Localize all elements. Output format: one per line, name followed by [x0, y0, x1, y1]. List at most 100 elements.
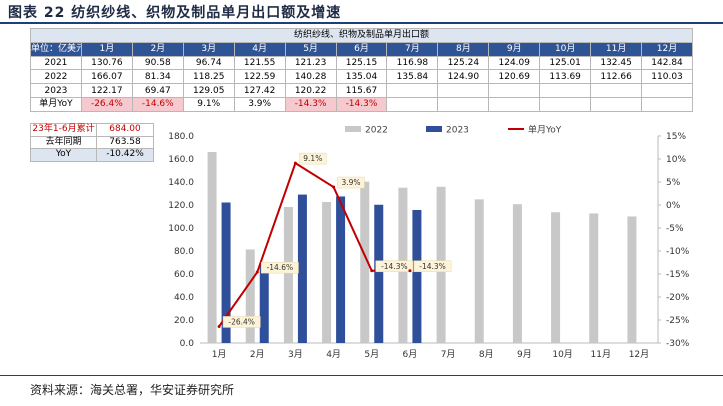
table-cell: 81.34	[131, 69, 184, 85]
table-cell: 132.45	[590, 55, 643, 71]
legend-swatch-2022	[345, 126, 361, 132]
table-cell: 124.09	[488, 55, 541, 71]
right-axis-tick-label: -10%	[666, 247, 690, 257]
table-cell: 118.25	[182, 69, 235, 85]
summary-row-prev: 去年同期 763.58	[30, 135, 154, 149]
right-axis-tick-label: -25%	[666, 316, 690, 326]
table-cell: 135.04	[335, 69, 388, 85]
table-cell: 140.28	[284, 69, 337, 85]
line-point	[255, 270, 259, 274]
legend-swatch-2023	[426, 126, 442, 132]
line-point	[332, 185, 336, 189]
table-month-header: 10月	[539, 41, 592, 57]
bar-2023-2月	[259, 263, 269, 343]
table-cell	[437, 96, 490, 112]
table-cell: 125.01	[539, 55, 592, 71]
left-axis-tick-label: 100.0	[168, 224, 194, 234]
bar-2022-1月	[207, 152, 217, 343]
right-axis-tick-label: -30%	[666, 339, 690, 349]
table-cell: 112.66	[590, 69, 643, 85]
table-cell: 166.07	[80, 69, 133, 85]
table-month-header: 9月	[488, 41, 541, 57]
data-label-box	[337, 176, 365, 189]
legend-label-2023: 2023	[446, 126, 469, 136]
data-label: -26.4%	[228, 317, 255, 326]
table-cell: 113.69	[539, 69, 592, 85]
right-axis-tick-label: 15%	[666, 132, 686, 142]
table-cell	[488, 83, 541, 98]
table-cell: 135.84	[386, 69, 439, 85]
bar-2023-6月	[412, 209, 422, 343]
table-cell: -14.3%	[284, 96, 337, 112]
line-point	[370, 269, 374, 273]
summary-yoy-value: -10.42%	[96, 148, 154, 162]
summary-row-accum: 23年1-6月累计 684.00	[30, 123, 154, 137]
table-cell: 142.84	[641, 55, 693, 71]
monthly-export-table: 纺织纱线、织物及制品单月出口额 单位：亿美元 1月 2月 3月 4月 5月 6月 7月 8月 9月 1…	[30, 28, 693, 112]
table-cell	[437, 83, 490, 98]
data-label-box	[261, 261, 299, 274]
x-axis-tick-label: 11月	[591, 349, 611, 360]
bar-2022-12月	[627, 216, 637, 343]
table-cell: -14.3%	[335, 96, 388, 112]
right-axis-tick-label: -5%	[666, 224, 684, 234]
legend-label-单月YoY: 单月YoY	[528, 124, 562, 136]
left-axis-tick-label: 40.0	[174, 293, 194, 303]
table-cell: 122.59	[233, 69, 286, 85]
data-label-box	[375, 260, 414, 273]
table-cell: 122.17	[80, 83, 133, 98]
table-header-row: 单位：亿美元 1月 2月 3月 4月 5月 6月 7月 8月 9月 10月 11月 12月	[30, 41, 693, 57]
table-cell	[539, 83, 592, 98]
bar-2022-11月	[589, 213, 599, 343]
left-axis-tick-label: 120.0	[168, 201, 194, 211]
table-cell: 96.74	[182, 55, 235, 71]
left-axis-tick-label: 0.0	[180, 339, 195, 349]
bottom-rule	[0, 375, 723, 376]
table-cell	[641, 96, 693, 112]
table-month-header: 6月	[335, 41, 388, 57]
table-month-header: 2月	[131, 41, 184, 57]
table-month-header: 5月	[284, 41, 337, 57]
table-row: 2022 166.07 81.34 118.25 122.59 140.28 135.04 1…	[30, 69, 693, 85]
data-label: 3.9%	[341, 178, 360, 187]
x-axis-tick-label: 9月	[517, 349, 532, 360]
table-cell: 120.22	[284, 83, 337, 98]
table-month-header: 12月	[641, 41, 693, 57]
left-axis-tick-label: 80.0	[174, 247, 194, 257]
data-label: -14.3%	[419, 262, 446, 271]
x-axis-tick-label: 12月	[629, 349, 649, 360]
x-axis-tick-label: 10月	[552, 349, 572, 360]
table-caption: 纺织纱线、织物及制品单月出口额	[30, 28, 693, 43]
table-cell: 116.98	[386, 55, 439, 71]
table-cell: 127.42	[233, 83, 286, 98]
right-axis-tick-label: 5%	[666, 178, 681, 188]
left-axis-tick-label: 160.0	[168, 155, 194, 165]
bar-2022-4月	[322, 202, 332, 343]
right-axis-tick-label: -20%	[666, 293, 690, 303]
x-axis-tick-label: 4月	[326, 349, 341, 360]
figure-title: 图表 22 纺织纱线、织物及制品单月出口额及增速	[8, 5, 342, 21]
bar-2023-5月	[374, 204, 384, 343]
table-cell	[590, 83, 643, 98]
bar-2022-10月	[551, 212, 561, 343]
table-cell: 129.05	[182, 83, 235, 98]
table-caption-row: 纺织纱线、织物及制品单月出口额	[30, 28, 693, 43]
data-label: -14.3%	[381, 262, 408, 271]
table-month-header: 11月	[590, 41, 643, 57]
table-cell: 121.55	[233, 55, 286, 71]
x-axis-tick-label: 2月	[250, 349, 265, 360]
bar-2023-1月	[221, 202, 231, 343]
table-cell: 9.1%	[182, 96, 235, 112]
table-cell: 3.9%	[233, 96, 286, 112]
table-cell	[386, 96, 439, 112]
line-point	[293, 161, 297, 165]
table-cell: 124.90	[437, 69, 490, 85]
table-row: 2021 130.76 90.58 96.74 121.55 121.23 125.15 11…	[30, 55, 693, 71]
table-cell	[641, 83, 693, 98]
bar-2022-2月	[245, 249, 255, 343]
left-axis-tick-label: 140.0	[168, 178, 194, 188]
table-cell: -14.6%	[131, 96, 184, 112]
table-cell: 69.47	[131, 83, 184, 98]
table-cell: 121.23	[284, 55, 337, 71]
line-point	[408, 269, 412, 273]
